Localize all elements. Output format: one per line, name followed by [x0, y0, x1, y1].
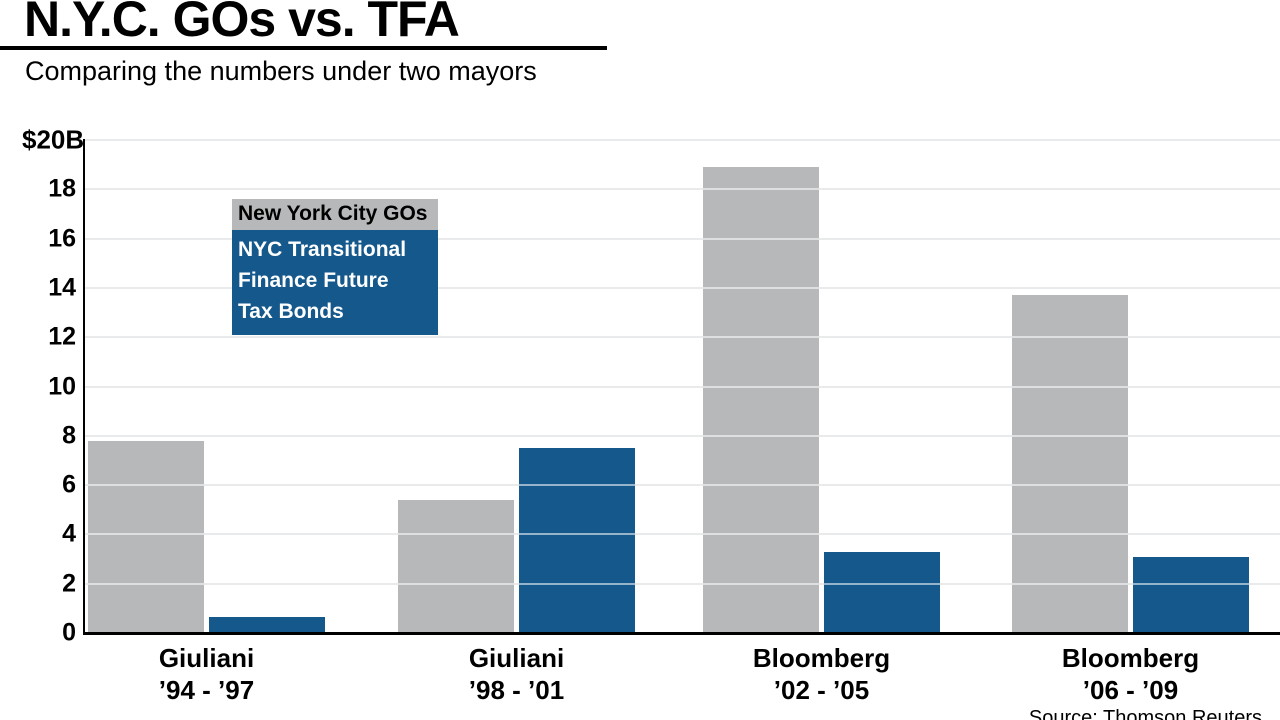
- y-tick-label: 18: [48, 174, 76, 203]
- y-tick-label: 4: [62, 519, 76, 548]
- category-years: ’06 - ’09: [1082, 675, 1179, 705]
- legend-tfa-line-2: Finance Future: [238, 269, 389, 292]
- category-name: Giuliani: [468, 643, 565, 673]
- gridline: [85, 188, 1280, 190]
- y-tick-label: 14: [48, 273, 76, 302]
- gridline: [85, 139, 1280, 141]
- category-years: ’02 - ’05: [773, 675, 870, 705]
- legend-tfa-swatch: NYC Transitional Finance Future Tax Bond…: [232, 230, 438, 335]
- category-name: Bloomberg: [752, 643, 891, 673]
- chart-subtitle: Comparing the numbers under two mayors: [25, 56, 537, 86]
- gridline: [85, 238, 1280, 240]
- gridline: [85, 336, 1280, 338]
- gridline: [85, 484, 1280, 486]
- x-category-label: Bloomberg ’06 - ’09: [981, 642, 1280, 706]
- x-category-label: Bloomberg ’02 - ’05: [672, 642, 972, 706]
- bar-tfa: [519, 448, 635, 633]
- y-tick-label: 12: [48, 322, 76, 351]
- title-rule: [0, 46, 607, 50]
- y-axis-line: [83, 139, 85, 635]
- x-category-label: Giuliani ’94 - ’97: [57, 642, 357, 706]
- gridline: [85, 583, 1280, 585]
- y-tick-label: 2: [62, 569, 76, 598]
- bar-gos: [703, 167, 819, 633]
- y-tick-label: 6: [62, 470, 76, 499]
- category-name: Giuliani: [158, 643, 255, 673]
- y-tick-label: 0: [62, 618, 76, 647]
- bar-gos: [88, 440, 204, 633]
- gridline: [85, 287, 1280, 289]
- y-tick-label: 8: [62, 421, 76, 450]
- legend-gos-swatch: New York City GOs: [232, 199, 438, 230]
- bar-tfa: [209, 616, 325, 633]
- y-tick-label: 10: [48, 372, 76, 400]
- category-years: ’94 - ’97: [158, 675, 255, 705]
- x-category-label: Giuliani ’98 - ’01: [367, 642, 667, 706]
- chart-title: N.Y.C. GOs vs. TFA: [24, 0, 460, 47]
- legend-tfa-line-3: Tax Bonds: [238, 300, 344, 323]
- category-years: ’98 - ’01: [468, 675, 565, 705]
- gridline: [85, 386, 1280, 388]
- bar-gos: [1012, 295, 1128, 633]
- legend-tfa-line-1: NYC Transitional: [238, 238, 407, 261]
- gridline: [85, 533, 1280, 535]
- y-axis-top-label: $20B: [22, 124, 85, 155]
- legend: New York City GOs NYC Transitional Finan…: [232, 199, 438, 335]
- x-axis-baseline: [83, 632, 1280, 635]
- bar-tfa: [1133, 556, 1249, 633]
- category-name: Bloomberg: [1061, 643, 1200, 673]
- y-tick-label: 16: [48, 224, 76, 253]
- gridline: [85, 435, 1280, 437]
- bar-tfa: [824, 551, 940, 633]
- source-credit: Source: Thomson Reuters: [1028, 707, 1262, 720]
- bar-gos: [398, 499, 514, 633]
